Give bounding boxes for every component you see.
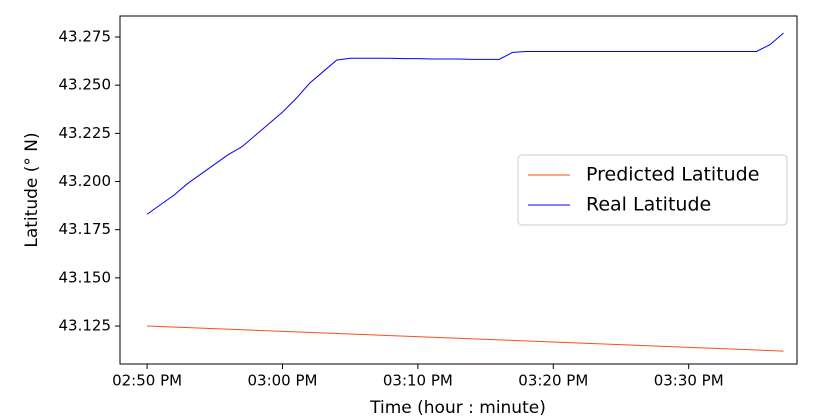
y-axis-label: Latitude (° N)	[22, 132, 42, 247]
x-tick-label: 03:30 PM	[654, 372, 724, 390]
legend-label: Predicted Latitude	[586, 164, 759, 186]
x-axis-label: Time (hour : minute)	[369, 398, 546, 418]
y-tick-label: 43.175	[59, 220, 112, 238]
y-tick-label: 43.200	[59, 172, 112, 190]
y-tick-label: 43.150	[59, 268, 112, 286]
y-tick-label: 43.125	[59, 317, 112, 335]
legend-box	[517, 154, 788, 226]
y-tick-label: 43.275	[59, 28, 112, 46]
y-tick-label: 43.225	[59, 124, 112, 142]
x-tick-label: 03:00 PM	[247, 372, 317, 390]
y-tick-label: 43.250	[59, 76, 112, 94]
plot-frame	[119, 15, 798, 365]
legend-label: Real Latitude	[586, 194, 711, 216]
series-line	[147, 325, 784, 352]
x-tick-label: 03:10 PM	[383, 372, 453, 390]
x-tick-label: 03:20 PM	[518, 372, 588, 390]
series-line	[146, 32, 784, 215]
x-tick-label: 02:50 PM	[112, 372, 182, 390]
